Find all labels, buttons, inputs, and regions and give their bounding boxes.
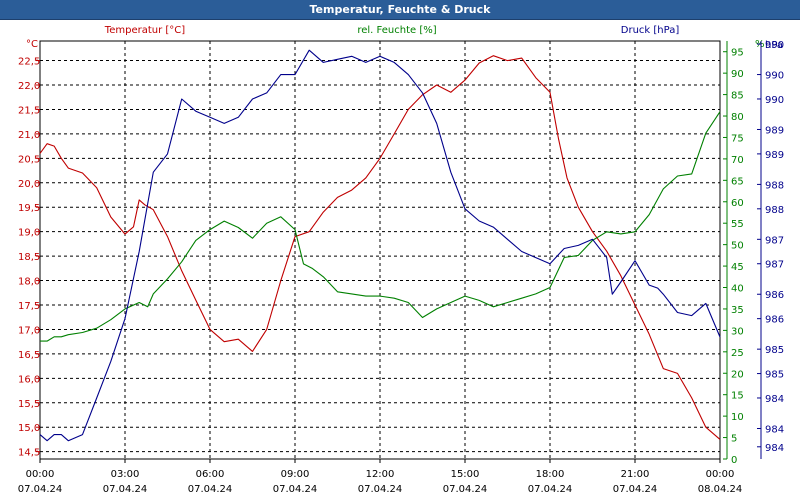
- pressure-line: [39, 49, 721, 442]
- pressure-tick-label: 986: [765, 315, 784, 326]
- temperature-tick-label: 22,0: [18, 81, 40, 92]
- pressure-tick-label: 984: [765, 394, 784, 405]
- x-tick-date: 07.04.24: [273, 484, 318, 495]
- x-tick-time: 00:00: [706, 469, 735, 480]
- humidity-tick-label: 85: [731, 91, 744, 102]
- pressure-tick-label: 990: [765, 40, 784, 51]
- humidity-tick-label: 20: [731, 369, 744, 380]
- x-tick-time: 09:00: [281, 469, 310, 480]
- pressure-tick-label: 984: [765, 424, 784, 435]
- humidity-tick-label: 95: [731, 48, 744, 59]
- pressure-tick-label: 985: [765, 370, 784, 381]
- humidity-tick-label: 55: [731, 219, 744, 230]
- pressure-tick-label: 990: [765, 95, 784, 106]
- humidity-line: [40, 111, 721, 342]
- x-tick-date: 07.04.24: [528, 484, 573, 495]
- x-tick-date: 07.04.24: [188, 484, 233, 495]
- humidity-tick-label: 45: [731, 262, 744, 273]
- pressure-tick-label: 987: [765, 260, 784, 271]
- pressure-tick-label: 988: [765, 205, 784, 216]
- x-tick-time: 06:00: [196, 469, 225, 480]
- x-tick-time: 00:00: [26, 469, 55, 480]
- humidity-tick-label: 80: [731, 112, 744, 123]
- temperature-tick-label: 19,5: [18, 203, 40, 214]
- legend-pressure: Druck [hPa]: [621, 25, 680, 36]
- temperature-tick-label: 21,5: [18, 105, 40, 116]
- humidity-tick-label: 25: [731, 348, 744, 359]
- x-tick-date: 08.04.24: [698, 484, 743, 495]
- humidity-tick-label: 90: [731, 69, 744, 80]
- humidity-tick-label: 35: [731, 305, 744, 316]
- pressure-tick-label: 985: [765, 345, 784, 356]
- temperature-tick-label: 21,0: [18, 130, 40, 141]
- temperature-unit: °C: [26, 39, 38, 50]
- pressure-tick-label: 984: [765, 443, 784, 454]
- temperature-tick-label: 17,5: [18, 301, 40, 312]
- temperature-tick-label: 15,0: [18, 423, 40, 434]
- humidity-tick-label: 5: [731, 434, 737, 445]
- chart-title: Temperatur, Feuchte & Druck: [309, 3, 491, 16]
- title-bar: Temperatur, Feuchte & Druck: [0, 0, 800, 20]
- x-tick-time: 03:00: [111, 469, 140, 480]
- temperature-tick-label: 19,0: [18, 228, 40, 239]
- temperature-tick-label: 16,5: [18, 350, 40, 361]
- pressure-tick-label: 986: [765, 290, 784, 301]
- humidity-tick-label: 75: [731, 133, 744, 144]
- pressure-unit: hPa: [765, 40, 783, 51]
- legend-humidity: rel. Feuchte [%]: [357, 25, 436, 36]
- x-tick-time: 12:00: [366, 469, 395, 480]
- humidity-tick-label: 30: [731, 326, 744, 337]
- temperature-tick-label: 15,5: [18, 399, 40, 410]
- temperature-tick-label: 18,5: [18, 252, 40, 263]
- x-tick-date: 07.04.24: [613, 484, 658, 495]
- temperature-line: [39, 55, 721, 440]
- humidity-tick-label: 10: [731, 412, 744, 423]
- x-tick-time: 18:00: [536, 469, 565, 480]
- x-tick-time: 15:00: [451, 469, 480, 480]
- pressure-tick-label: 989: [765, 150, 784, 161]
- x-tick-date: 07.04.24: [443, 484, 488, 495]
- temperature-tick-label: 16,0: [18, 374, 40, 385]
- temperature-tick-label: 20,0: [18, 179, 40, 190]
- temperature-tick-label: 17,0: [18, 325, 40, 336]
- humidity-tick-label: 50: [731, 241, 744, 252]
- legend-temperature: Temperatur [°C]: [104, 25, 185, 36]
- humidity-tick-label: 65: [731, 176, 744, 187]
- temperature-tick-label: 22,5: [18, 57, 40, 68]
- humidity-tick-label: 15: [731, 391, 744, 402]
- x-tick-date: 07.04.24: [18, 484, 63, 495]
- pressure-tick-label: 990: [765, 71, 784, 82]
- x-tick-date: 07.04.24: [358, 484, 403, 495]
- humidity-tick-label: 70: [731, 155, 744, 166]
- x-tick-date: 07.04.24: [103, 484, 148, 495]
- humidity-tick-label: 60: [731, 198, 744, 209]
- pressure-tick-label: 989: [765, 125, 784, 136]
- temperature-tick-label: 18,0: [18, 277, 40, 288]
- pressure-tick-label: 987: [765, 235, 784, 246]
- pressure-tick-label: 988: [765, 180, 784, 191]
- humidity-tick-label: 0: [731, 455, 737, 466]
- temperature-tick-label: 20,5: [18, 154, 40, 165]
- x-tick-time: 21:00: [621, 469, 650, 480]
- chart-svg: 14,5 15,0 15,5 16,0 16,5 17,0 17,5 18,0 18,5 19,0…: [18, 25, 784, 495]
- humidity-tick-label: 40: [731, 284, 744, 295]
- temperature-tick-label: 14,5: [18, 448, 40, 459]
